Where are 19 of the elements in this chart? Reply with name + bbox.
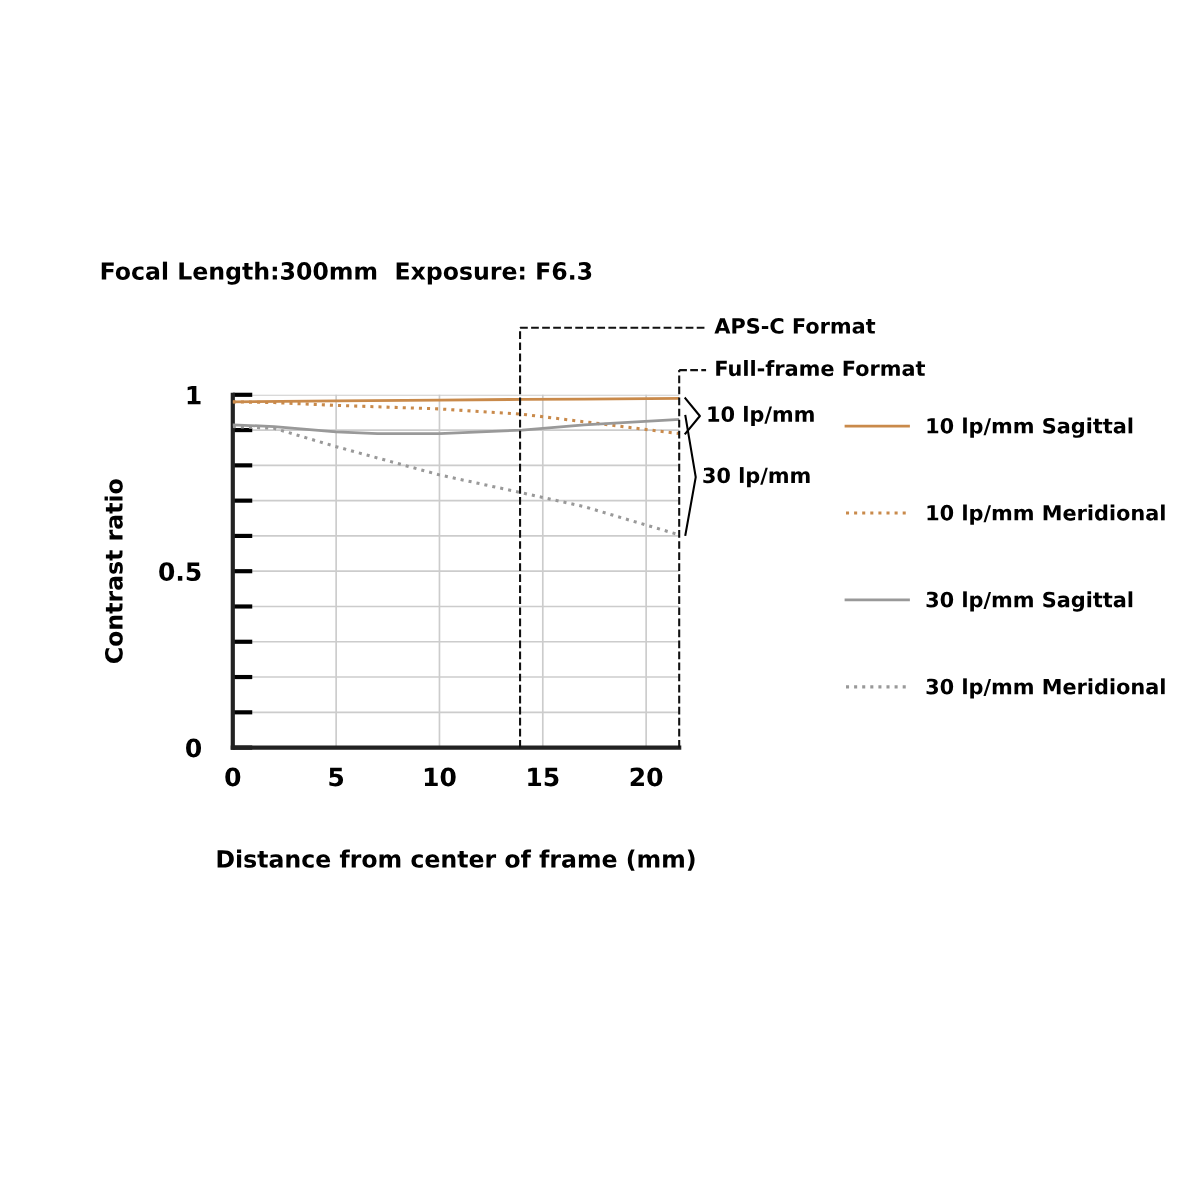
x-tick-label: 5 <box>329 767 344 787</box>
x-tick-label: 0 <box>225 767 241 787</box>
x-tick-label: 20 <box>630 767 663 787</box>
legend-label: 10 lp/mm Sagittal <box>927 417 1133 438</box>
legend-label: 30 lp/mm Meridional <box>926 678 1165 699</box>
legend-label: 10 lp/mm Meridional <box>927 504 1165 525</box>
ref-line-label: APS-C Format <box>714 318 876 334</box>
text: 30 lp/mm <box>703 467 810 488</box>
x-tick-label: 10 <box>424 767 456 787</box>
chart-title: Focal Length:300mm Exposure: F6.3 <box>101 261 592 285</box>
y-tick-label: 0.5 <box>159 562 201 582</box>
y-tick-label: 1 <box>187 386 201 405</box>
x-axis-title: Distance from center of frame (mm) <box>217 849 695 871</box>
x-tick-label: 15 <box>528 767 559 787</box>
ref-line-label: Full-frame Format <box>716 360 925 377</box>
y-tick-label: 0 <box>186 738 202 758</box>
y-axis-title: Contrast ratio <box>104 479 123 663</box>
legend-label: 30 lp/mm Sagittal <box>926 591 1133 612</box>
text: 10 lp/mm <box>708 405 814 427</box>
